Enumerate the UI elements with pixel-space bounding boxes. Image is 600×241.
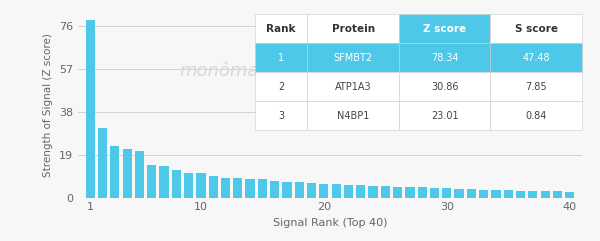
Bar: [319, 184, 328, 198]
Bar: [221, 178, 230, 198]
Bar: [332, 184, 341, 198]
Bar: [405, 187, 415, 198]
FancyBboxPatch shape: [255, 72, 307, 101]
Bar: [356, 185, 365, 198]
FancyBboxPatch shape: [490, 14, 582, 43]
Text: 0.84: 0.84: [526, 111, 547, 121]
Text: Protein: Protein: [332, 24, 374, 34]
Bar: [381, 186, 390, 198]
Bar: [209, 176, 218, 198]
Text: N4BP1: N4BP1: [337, 111, 369, 121]
FancyBboxPatch shape: [255, 101, 307, 130]
Text: S score: S score: [515, 24, 558, 34]
Bar: [479, 190, 488, 198]
FancyBboxPatch shape: [399, 14, 490, 43]
Bar: [122, 149, 132, 198]
Bar: [418, 187, 427, 198]
Bar: [565, 192, 574, 198]
Bar: [295, 182, 304, 198]
FancyBboxPatch shape: [399, 43, 490, 72]
Bar: [307, 183, 316, 198]
Bar: [516, 191, 525, 198]
Text: monômabs: monômabs: [179, 62, 279, 80]
FancyBboxPatch shape: [255, 14, 307, 43]
Bar: [553, 191, 562, 198]
Text: 78.34: 78.34: [431, 53, 458, 63]
FancyBboxPatch shape: [399, 72, 490, 101]
Bar: [135, 151, 144, 198]
FancyBboxPatch shape: [307, 72, 399, 101]
Bar: [98, 128, 107, 198]
Text: 23.01: 23.01: [431, 111, 458, 121]
Bar: [344, 185, 353, 198]
Bar: [233, 178, 242, 198]
Bar: [258, 179, 267, 198]
Text: Rank: Rank: [266, 24, 296, 34]
Bar: [491, 190, 500, 198]
FancyBboxPatch shape: [490, 43, 582, 72]
Bar: [283, 182, 292, 198]
Text: 2: 2: [278, 82, 284, 92]
Text: ATP1A3: ATP1A3: [335, 82, 371, 92]
Bar: [430, 188, 439, 198]
Text: 1: 1: [278, 53, 284, 63]
Bar: [454, 189, 464, 198]
Text: 7.85: 7.85: [526, 82, 547, 92]
Bar: [368, 186, 377, 198]
Bar: [172, 170, 181, 198]
FancyBboxPatch shape: [307, 43, 399, 72]
Bar: [467, 189, 476, 198]
FancyBboxPatch shape: [255, 43, 307, 72]
X-axis label: Signal Rank (Top 40): Signal Rank (Top 40): [273, 218, 387, 228]
Bar: [147, 165, 157, 198]
FancyBboxPatch shape: [399, 101, 490, 130]
Bar: [393, 187, 402, 198]
Bar: [196, 173, 206, 198]
Bar: [184, 173, 193, 198]
Text: Z score: Z score: [423, 24, 466, 34]
FancyBboxPatch shape: [490, 72, 582, 101]
Y-axis label: Strength of Signal (Z score): Strength of Signal (Z score): [43, 33, 53, 177]
FancyBboxPatch shape: [490, 101, 582, 130]
Text: SFMBT2: SFMBT2: [334, 53, 373, 63]
Bar: [245, 179, 255, 198]
Bar: [110, 146, 119, 198]
Text: 47.48: 47.48: [523, 53, 550, 63]
FancyBboxPatch shape: [307, 101, 399, 130]
FancyBboxPatch shape: [307, 14, 399, 43]
Bar: [528, 191, 538, 198]
Bar: [541, 191, 550, 198]
Text: 30.86: 30.86: [431, 82, 458, 92]
Bar: [86, 20, 95, 198]
Text: 3: 3: [278, 111, 284, 121]
Bar: [442, 188, 451, 198]
Bar: [270, 181, 279, 198]
Bar: [160, 166, 169, 198]
Bar: [503, 190, 513, 198]
